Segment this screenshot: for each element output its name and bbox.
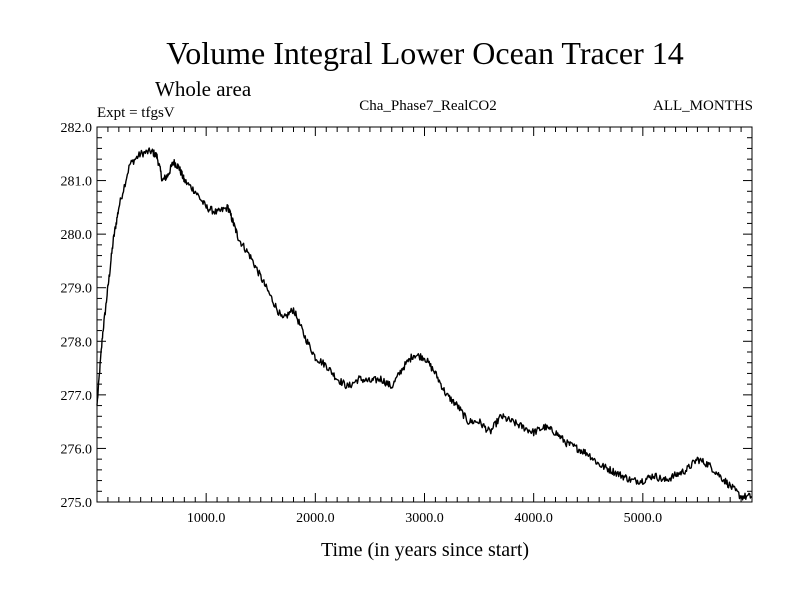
y-tick-label: 278.0 [61,335,93,350]
chart-title: Volume Integral Lower Ocean Tracer 14 [166,35,683,71]
x-tick-label: 4000.0 [514,511,553,526]
experiment-label: Expt = tfgsV [97,105,175,121]
chart-subtitle: Whole area [155,77,252,101]
series-line [96,147,753,501]
y-tick-label: 281.0 [61,175,93,190]
y-tick-label: 277.0 [61,389,93,404]
x-tick-label: 3000.0 [405,511,444,526]
x-axis-label: Time (in years since start) [321,539,529,561]
x-tick-label: 1000.0 [187,511,226,526]
series-layer [96,147,753,501]
x-tick-label: 5000.0 [624,511,663,526]
y-tick-label: 282.0 [61,121,93,136]
y-tick-label: 275.0 [61,496,93,511]
y-tick-label: 279.0 [61,282,93,297]
run-name-label: Cha_Phase7_RealCO2 [359,98,496,114]
x-axis-ticks: 1000.0 2000.0 3000.0 4000.0 5000.0 [107,127,742,526]
y-axis-ticks: 275.0 276.0 277.0 278.0 279.0 280.0 281.0 282.0 [61,121,752,511]
y-tick-label: 276.0 [61,442,93,457]
x-tick-label: 2000.0 [296,511,335,526]
y-tick-label: 280.0 [61,228,93,243]
plot-frame [96,126,753,503]
months-label: ALL_MONTHS [653,98,753,114]
